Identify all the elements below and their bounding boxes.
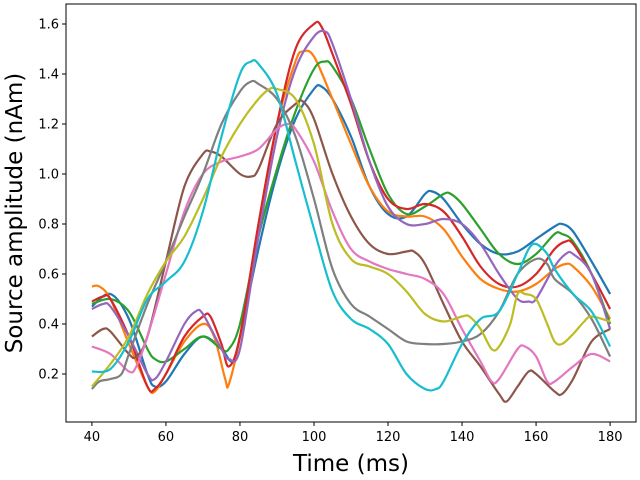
y-tick-label: 1.6: [38, 18, 59, 33]
series-line-6: [91, 122, 611, 386]
y-axis-ticks: 0.2 0.4 0.6 0.8 1.0 1.2 1.4 1.6: [38, 18, 66, 383]
x-tick-label: 120: [376, 430, 401, 445]
y-tick-label: 0.2: [38, 368, 59, 383]
axes-frame: [65, 3, 637, 423]
y-tick-label: 1.0: [38, 168, 59, 183]
y-axis-label: Source amplitude (nAm): [2, 73, 28, 354]
series-line-9: [91, 58, 612, 392]
y-tick-label: 1.4: [38, 68, 59, 83]
x-tick-label: 100: [302, 430, 327, 445]
series-line-7: [91, 79, 612, 390]
series-line-4: [91, 29, 612, 382]
x-axis-label: Time (ms): [292, 451, 409, 477]
x-tick-label: 180: [598, 430, 623, 445]
x-tick-label: 40: [84, 430, 101, 445]
y-tick-label: 0.8: [38, 218, 59, 233]
y-tick-label: 0.6: [38, 268, 59, 283]
series-line-0: [91, 83, 612, 389]
x-tick-label: 60: [158, 430, 175, 445]
x-tick-label: 80: [232, 430, 249, 445]
x-tick-label: 160: [524, 430, 549, 445]
x-tick-label: 140: [450, 430, 475, 445]
y-tick-label: 0.4: [38, 318, 59, 333]
series-line-8: [91, 86, 611, 388]
series-line-3: [91, 20, 612, 393]
y-tick-label: 1.2: [38, 118, 59, 133]
x-axis-ticks: 40 60 80 100 120 140 160 180: [84, 422, 623, 445]
series-lines: [91, 20, 612, 403]
